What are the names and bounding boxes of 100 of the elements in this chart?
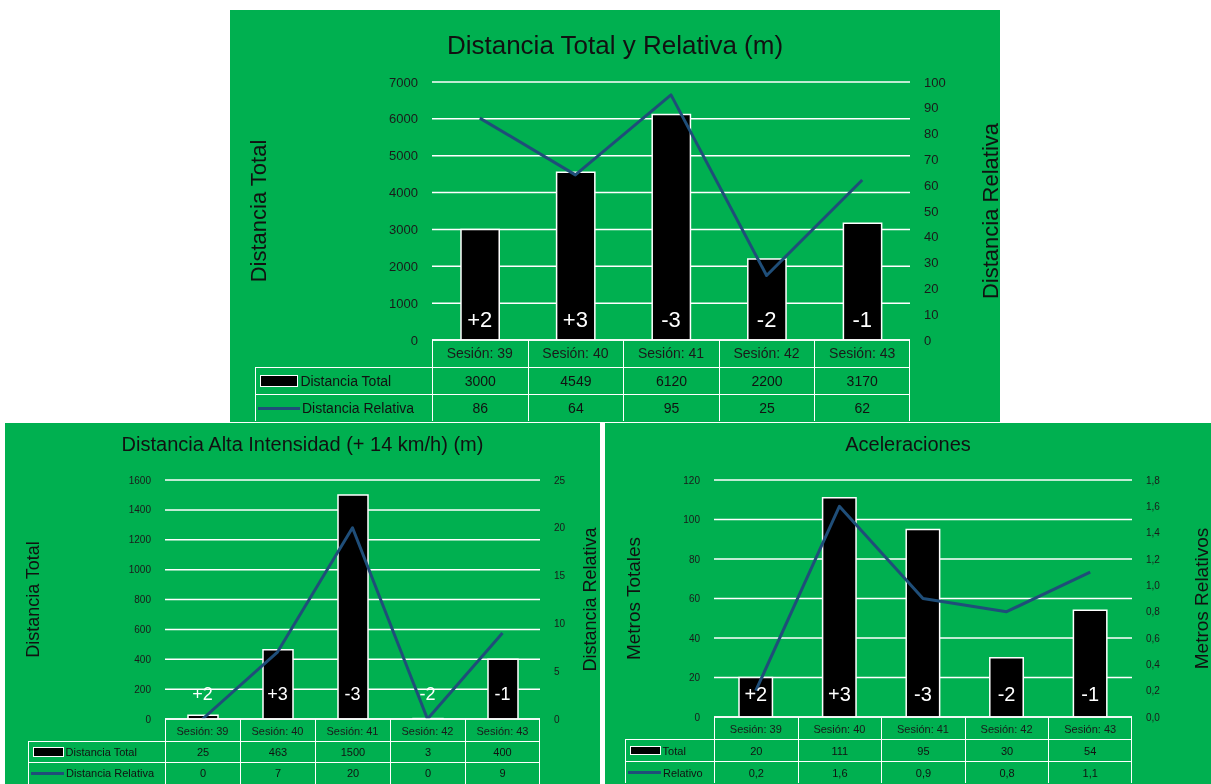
y-tick-label: 400 (134, 653, 152, 665)
y-tick-label: 200 (134, 683, 152, 695)
y2-tick-label: 10 (924, 306, 939, 322)
data-label: 20 (315, 762, 390, 784)
annotation: -2 (755, 307, 778, 334)
chart-title: Distancia Alta Intensidad (+ 14 km/h) (m) (120, 433, 485, 456)
y2-tick-label: 60 (924, 177, 939, 193)
y-tick-label: 600 (134, 623, 152, 635)
y-tick-label: 60 (688, 593, 701, 605)
data-label: 0,2 (714, 761, 798, 783)
legend-label: Distancia Relativa (28, 762, 165, 784)
y2-tick-label: 40 (924, 229, 939, 245)
y-axis-title: Distancia Total (245, 139, 271, 283)
y2-tick-label: 50 (924, 203, 939, 219)
data-label: 54 (1048, 739, 1132, 761)
data-label: 0,8 (964, 761, 1049, 783)
x-tick-label: Sesión: 41 (897, 722, 949, 735)
data-label: 95 (623, 394, 719, 421)
legend-label: Total (625, 739, 714, 761)
data-label: 4549 (527, 367, 624, 394)
data-label: 3 (390, 740, 465, 762)
y2-tick-label: 0,8 (1146, 606, 1161, 618)
x-tick-label: Sesión: 40 (813, 722, 866, 735)
annotation: +2 (743, 682, 769, 706)
data-label: 86 (432, 394, 528, 421)
y2-tick-label: 0,4 (1146, 658, 1161, 670)
data-label: 3000 (432, 367, 528, 394)
annotation: -3 (660, 307, 682, 334)
y2-tick-label: 0,0 (1146, 711, 1161, 723)
y-tick-label: 80 (688, 553, 701, 565)
data-label: 3170 (814, 367, 910, 394)
annotation: +3 (266, 684, 289, 706)
y2-tick-label: 1,4 (1146, 527, 1161, 539)
data-label: 0 (165, 762, 240, 784)
x-tick-label: Sesión: 39 (176, 724, 229, 737)
y2-tick-label: 1,0 (1146, 579, 1161, 591)
y2-tick-label: 1,8 (1146, 474, 1161, 486)
legend-label: Distancia Total (255, 367, 432, 394)
annotation: -2 (996, 682, 1017, 706)
data-label: 95 (881, 739, 965, 761)
y2-tick-label: 0 (924, 332, 932, 348)
annotation: -3 (343, 684, 362, 706)
x-tick-label: Sesión: 42 (980, 722, 1033, 735)
y-tick-label: 40 (688, 632, 701, 644)
x-tick-label: Sesión: 40 (542, 344, 609, 361)
data-label: 25 (718, 394, 815, 421)
data-label: 9 (465, 762, 540, 784)
y2-tick-label: 0 (554, 713, 560, 725)
y2-tick-label: 20 (554, 522, 566, 534)
y2-tick-label: 30 (924, 255, 939, 271)
chart-title: Aceleraciones (844, 433, 972, 456)
y-tick-label: 1200 (128, 534, 152, 546)
annotation: -1 (493, 684, 512, 706)
y-tick-label: 3000 (389, 222, 418, 238)
data-label: 1,6 (797, 761, 882, 783)
y2-tick-label: 15 (554, 570, 566, 582)
y2-tick-label: 100 (924, 74, 946, 90)
y-tick-label: 20 (688, 672, 701, 684)
y2-axis-title: Distancia Relativa (580, 526, 601, 672)
y-axis-title: Distancia Total (23, 541, 44, 658)
y2-tick-label: 20 (924, 281, 939, 297)
annotation: -1 (851, 307, 873, 334)
y2-tick-label: 80 (924, 126, 939, 142)
y-tick-label: 5000 (389, 148, 418, 164)
data-label: 0,9 (881, 761, 965, 783)
x-tick-label: Sesión: 39 (729, 722, 782, 735)
y-axis-title: Metros Totales (622, 536, 644, 661)
data-label: 25 (165, 740, 240, 762)
x-tick-label: Sesión: 42 (401, 724, 454, 737)
data-label: 400 (465, 740, 540, 762)
y-tick-label: 2000 (389, 258, 418, 274)
y-tick-label: 7000 (389, 74, 418, 90)
x-tick-label: Sesión: 42 (733, 344, 800, 361)
annotation: -3 (913, 682, 933, 706)
y2-tick-label: 70 (924, 152, 939, 168)
data-label: 64 (527, 394, 624, 421)
y-tick-label: 1000 (389, 295, 418, 311)
data-label: 463 (240, 740, 315, 762)
data-label: 1500 (315, 740, 390, 762)
x-tick-label: Sesión: 41 (326, 724, 379, 737)
y-tick-label: 1600 (128, 474, 152, 486)
data-label: 2200 (718, 367, 815, 394)
x-tick-label: Sesión: 40 (251, 724, 304, 737)
y2-tick-label: 10 (554, 617, 566, 629)
y-tick-label: 1400 (128, 504, 152, 516)
data-label: 20 (714, 739, 798, 761)
y-tick-label: 6000 (389, 111, 418, 127)
legend-label: Relativo (625, 761, 714, 783)
x-tick-label: Sesión: 43 (829, 344, 896, 361)
y-tick-label: 1000 (128, 564, 152, 576)
data-label: 62 (814, 394, 910, 421)
data-label: 30 (964, 739, 1049, 761)
y2-axis-title: Distancia Relativa (977, 122, 1003, 300)
y2-tick-label: 0,2 (1146, 685, 1161, 697)
y2-axis-title: Metros Relativos (1190, 527, 1211, 670)
x-tick-label: Sesión: 43 (476, 724, 529, 737)
y-tick-label: 4000 (389, 185, 418, 201)
data-label: 1,1 (1048, 761, 1132, 783)
x-tick-label: Sesión: 41 (637, 344, 705, 361)
y-tick-label: 100 (683, 514, 701, 526)
